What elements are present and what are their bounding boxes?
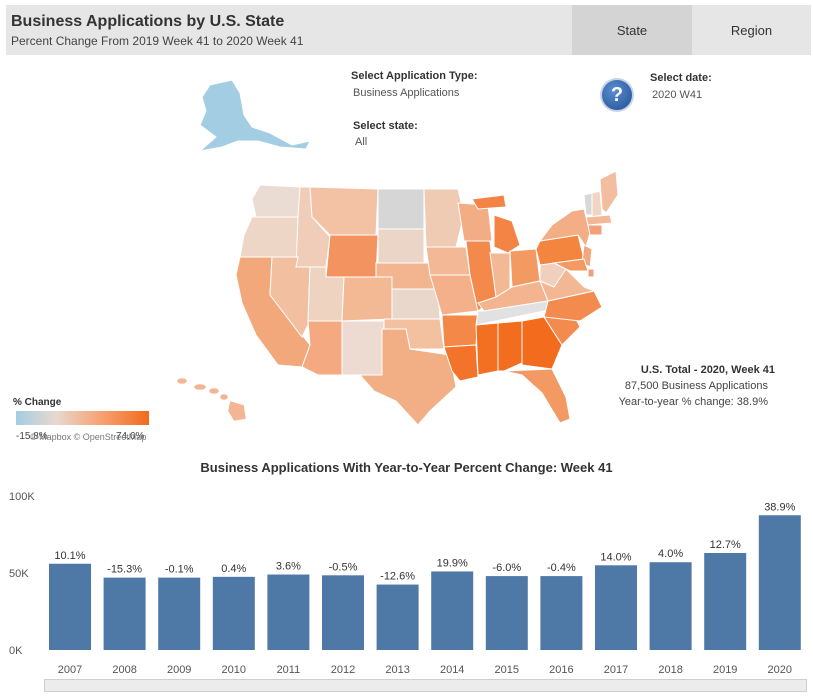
us-total-applications: 87,500 Business Applications: [624, 380, 768, 392]
bar-data-label: 0.4%: [221, 563, 246, 575]
state-new-hampshire[interactable]: [591, 190, 603, 218]
application-type-select[interactable]: Business Applications: [353, 87, 460, 99]
x-tick-label: 2011: [277, 664, 301, 676]
state-new-mexico[interactable]: [341, 320, 385, 376]
state-vermont[interactable]: [583, 192, 593, 216]
bar: [322, 575, 364, 650]
bar: [158, 577, 201, 650]
date-label: Select date:: [650, 72, 712, 84]
tab-region[interactable]: Region: [692, 5, 811, 55]
bar-data-label: -15.3%: [107, 564, 142, 576]
bar-chart: 0K 50K 100K 10.1% 2007 -15.3% 2008 -0.1% 2009 0.4…: [9, 491, 801, 676]
state-wyoming[interactable]: [325, 234, 379, 278]
x-tick-label: 2008: [112, 664, 136, 676]
us-total-title: U.S. Total - 2020, Week 41: [640, 364, 775, 376]
state-select[interactable]: All: [355, 136, 368, 148]
state-south-dakota[interactable]: [377, 228, 425, 264]
x-tick-label: 2018: [658, 664, 682, 676]
horizontal-scrollbar[interactable]: [44, 679, 807, 692]
bar: [540, 576, 583, 650]
chart-title: Business Applications With Year-to-Year …: [200, 460, 613, 475]
legend-title: % Change: [13, 397, 62, 408]
legend-max: 74.6%: [116, 431, 145, 442]
page-subtitle: Percent Change From 2019 Week 41 to 2020…: [11, 34, 304, 48]
bar: [485, 576, 528, 650]
tab-state[interactable]: State: [572, 5, 692, 55]
bar-data-label: -0.1%: [165, 564, 194, 576]
state-massachusetts[interactable]: [585, 214, 613, 226]
bar-data-label: -0.4%: [547, 562, 576, 574]
state-alabama[interactable]: [497, 320, 523, 372]
x-tick-label: 2010: [222, 664, 246, 676]
state-minnesota[interactable]: [423, 188, 465, 248]
x-tick-label: 2007: [58, 664, 82, 676]
bar: [376, 584, 419, 650]
y-tick-label: 100K: [9, 491, 35, 503]
legend-min: -15.8%: [16, 431, 48, 442]
application-type-label: Select Application Type:: [351, 70, 478, 82]
state-alaska[interactable]: [198, 79, 311, 152]
bar-data-label: -12.6%: [380, 571, 415, 583]
state-florida[interactable]: [503, 368, 571, 424]
x-tick-label: 2009: [167, 664, 191, 676]
state-north-dakota[interactable]: [377, 188, 425, 230]
x-tick-label: 2019: [713, 664, 737, 676]
bar: [103, 577, 146, 650]
bar: [704, 552, 747, 650]
x-tick-label: 2017: [604, 664, 628, 676]
state-ohio[interactable]: [509, 248, 541, 288]
bar-data-label: 14.0%: [600, 551, 631, 563]
bar: [649, 562, 692, 650]
state-oregon[interactable]: [239, 216, 301, 258]
bar-data-label: 38.9%: [764, 501, 795, 513]
bar: [267, 574, 310, 650]
bar-data-label: 3.6%: [276, 561, 301, 573]
bar-data-label: 10.1%: [54, 550, 85, 562]
bar: [431, 571, 474, 650]
dashboard-header: Business Applications by U.S. State Perc…: [6, 5, 811, 55]
bar: [595, 565, 637, 650]
state-texas[interactable]: [358, 328, 457, 426]
us-total-yoy-change: Year-to-year % change: 38.9%: [618, 396, 768, 408]
bar: [212, 576, 255, 650]
state-pennsylvania[interactable]: [535, 234, 585, 266]
x-tick-label: 2020: [768, 664, 792, 676]
bar-data-label: 12.7%: [710, 539, 741, 551]
x-tick-label: 2015: [495, 664, 519, 676]
state-louisiana[interactable]: [443, 344, 479, 382]
bar-data-label: -6.0%: [492, 562, 521, 574]
legend-gradient: [16, 411, 149, 425]
state-kansas[interactable]: [391, 288, 441, 320]
x-tick-label: 2016: [549, 664, 573, 676]
date-select[interactable]: 2020 W41: [652, 89, 703, 101]
map-attribution[interactable]: © Mapbox © OpenStreetMap: [30, 432, 147, 442]
bar-data-label: -0.5%: [329, 561, 358, 573]
state-maine[interactable]: [599, 170, 619, 214]
state-delaware[interactable]: [587, 268, 595, 278]
x-tick-label: 2014: [440, 664, 464, 676]
x-tick-label: 2012: [331, 664, 355, 676]
state-new-york[interactable]: [538, 208, 591, 249]
y-tick-label: 50K: [9, 568, 29, 580]
state-washington[interactable]: [251, 184, 301, 218]
state-colorado[interactable]: [341, 276, 393, 322]
state-label: Select state:: [353, 120, 418, 132]
state-michigan[interactable]: [471, 194, 521, 254]
state-hawaii[interactable]: [176, 377, 247, 422]
bar-data-label: 19.9%: [437, 557, 468, 569]
state-mississippi[interactable]: [475, 322, 499, 376]
us-state-map[interactable]: [160, 75, 620, 430]
state-arkansas[interactable]: [441, 314, 479, 348]
page-title: Business Applications by U.S. State: [11, 13, 285, 30]
bar: [758, 515, 801, 650]
help-icon[interactable]: ?: [600, 78, 634, 112]
x-tick-label: 2013: [385, 664, 409, 676]
y-tick-label: 0K: [9, 645, 23, 657]
state-iowa[interactable]: [425, 246, 471, 276]
bar: [49, 563, 91, 650]
state-connecticut[interactable]: [587, 224, 603, 236]
bar-data-label: 4.0%: [658, 548, 683, 560]
